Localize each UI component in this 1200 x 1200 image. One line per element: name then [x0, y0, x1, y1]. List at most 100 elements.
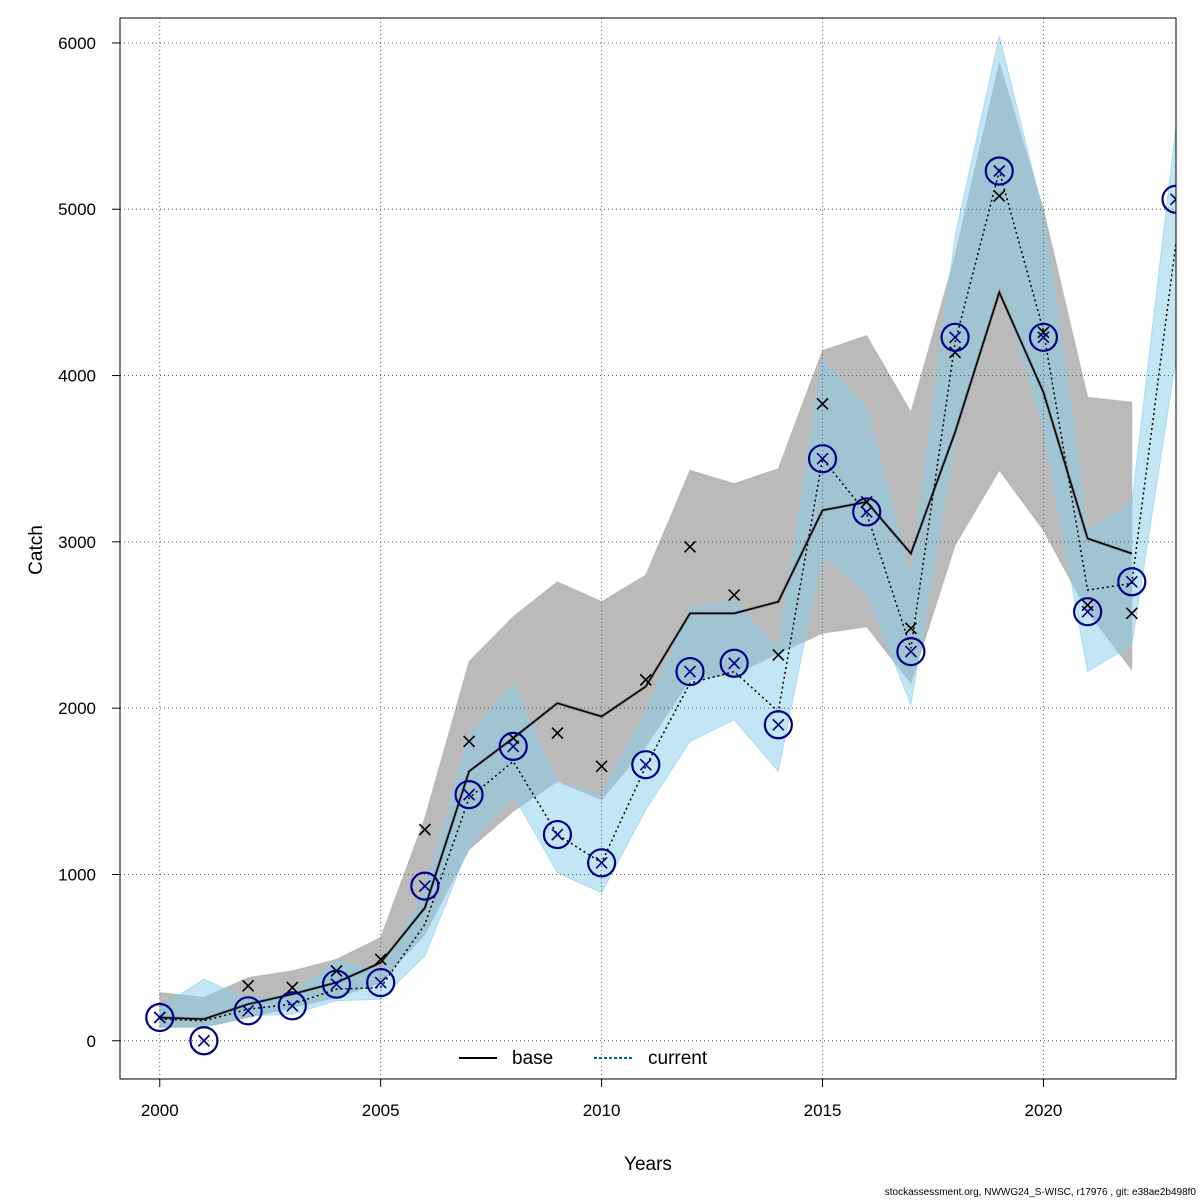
- x-tick-label: 2005: [362, 1101, 400, 1120]
- x-stroke: [1125, 607, 1138, 620]
- x-mark-base: [418, 823, 431, 836]
- observed-circle: [675, 656, 705, 687]
- x-stroke: [242, 1004, 255, 1017]
- x-stroke: [1037, 326, 1050, 339]
- x-mark-current: [286, 999, 299, 1012]
- x-stroke: [507, 740, 520, 753]
- confidence-bands: [159, 36, 1176, 1028]
- x-stroke: [728, 588, 741, 602]
- x-stroke: [728, 657, 741, 670]
- observed-circle: [542, 819, 573, 850]
- x-mark-current: [683, 665, 697, 678]
- x-mark-current: [772, 718, 785, 731]
- x-stroke: [993, 189, 1006, 203]
- plot-frame: [119, 17, 1177, 1080]
- legend: base current: [459, 1048, 708, 1069]
- observed-circle: [1073, 597, 1103, 627]
- x-stroke: [949, 346, 962, 359]
- observed-circle: [277, 991, 307, 1021]
- x-stroke: [595, 856, 608, 869]
- x-mark-current: [418, 880, 431, 893]
- x-stroke: [904, 645, 917, 658]
- observed-circle: [189, 1026, 219, 1056]
- x-mark-base: [683, 540, 697, 553]
- x-mark-current: [639, 758, 652, 771]
- x-mark-base: [904, 622, 917, 635]
- x-mark-current: [197, 1034, 211, 1047]
- x-mark-base: [949, 346, 962, 359]
- x-mark-base: [462, 735, 476, 748]
- x-mark-current: [507, 740, 520, 753]
- x-stroke: [949, 331, 962, 344]
- x-tick-label: 2020: [1025, 1101, 1063, 1120]
- x-mark-current: [330, 978, 343, 991]
- x-mark-base: [772, 648, 785, 661]
- observed-circle: [852, 497, 882, 527]
- x-stroke: [197, 1034, 211, 1047]
- x-mark-base: [595, 760, 608, 773]
- x-mark-current: [1081, 605, 1094, 618]
- x-mark-base: [374, 953, 387, 966]
- x-stroke: [462, 788, 476, 801]
- y-tick-label: 6000: [58, 34, 96, 53]
- observed-circle: [587, 848, 617, 878]
- line-base: [159, 290, 1133, 1020]
- x-tick-label: 2010: [583, 1101, 621, 1120]
- x-stroke: [153, 1011, 166, 1024]
- observed-circle: [454, 780, 484, 810]
- x-mark-current: [1125, 575, 1138, 588]
- x-stroke: [639, 758, 652, 771]
- legend-label-current: current: [648, 1048, 708, 1069]
- observed-circle: [321, 969, 352, 999]
- x-tick-label: 2015: [804, 1101, 842, 1120]
- x-mark-base: [639, 673, 652, 686]
- x-mark-current: [949, 331, 962, 344]
- x-mark-base: [993, 189, 1006, 203]
- x-mark-current: [595, 856, 608, 869]
- x-mark-base: [286, 981, 299, 994]
- y-tick-label: 5000: [58, 200, 96, 219]
- x-stroke: [683, 540, 697, 553]
- observed-circle: [940, 322, 970, 352]
- x-stroke: [242, 979, 255, 992]
- x-stroke: [1081, 605, 1094, 618]
- x-stroke: [1169, 193, 1176, 201]
- x-stroke: [639, 673, 652, 686]
- y-tick-label: 0: [87, 1032, 96, 1051]
- observed-circle: [719, 648, 749, 678]
- x-mark-base: [551, 727, 564, 740]
- observed-circle: [631, 750, 661, 780]
- x-axis-label: Years: [624, 1154, 672, 1175]
- x-tick-label: 2000: [141, 1101, 179, 1120]
- x-stroke: [551, 828, 564, 841]
- observed-circle: [1028, 322, 1059, 352]
- x-mark-current: [904, 645, 917, 658]
- x-stroke: [286, 981, 299, 994]
- x-stroke: [683, 665, 697, 678]
- observed-circle: [366, 967, 396, 998]
- y-axis-label: Catch: [26, 525, 47, 575]
- x-mark-current: [993, 164, 1006, 178]
- observed-circle: [1161, 184, 1176, 214]
- x-stroke: [1169, 198, 1176, 206]
- x-stroke: [286, 999, 299, 1012]
- observed-circle: [984, 156, 1014, 186]
- observed-circle: [233, 996, 263, 1026]
- x-stroke: [772, 648, 785, 661]
- observed-circle: [1117, 567, 1147, 597]
- observed-circle: [498, 731, 528, 761]
- x-stroke: [1125, 575, 1138, 588]
- x-stroke: [993, 164, 1006, 178]
- x-mark-current: [374, 976, 387, 989]
- x-mark-current: [1169, 193, 1176, 206]
- x-stroke: [816, 452, 829, 465]
- series-lines: [159, 168, 1176, 1022]
- x-stroke: [330, 978, 343, 991]
- x-mark-base: [1037, 326, 1050, 339]
- x-mark-current: [728, 657, 741, 670]
- x-stroke: [595, 760, 608, 773]
- x-stroke: [1037, 331, 1050, 344]
- x-mark-current: [1037, 331, 1050, 344]
- x-mark-current: [153, 1011, 166, 1024]
